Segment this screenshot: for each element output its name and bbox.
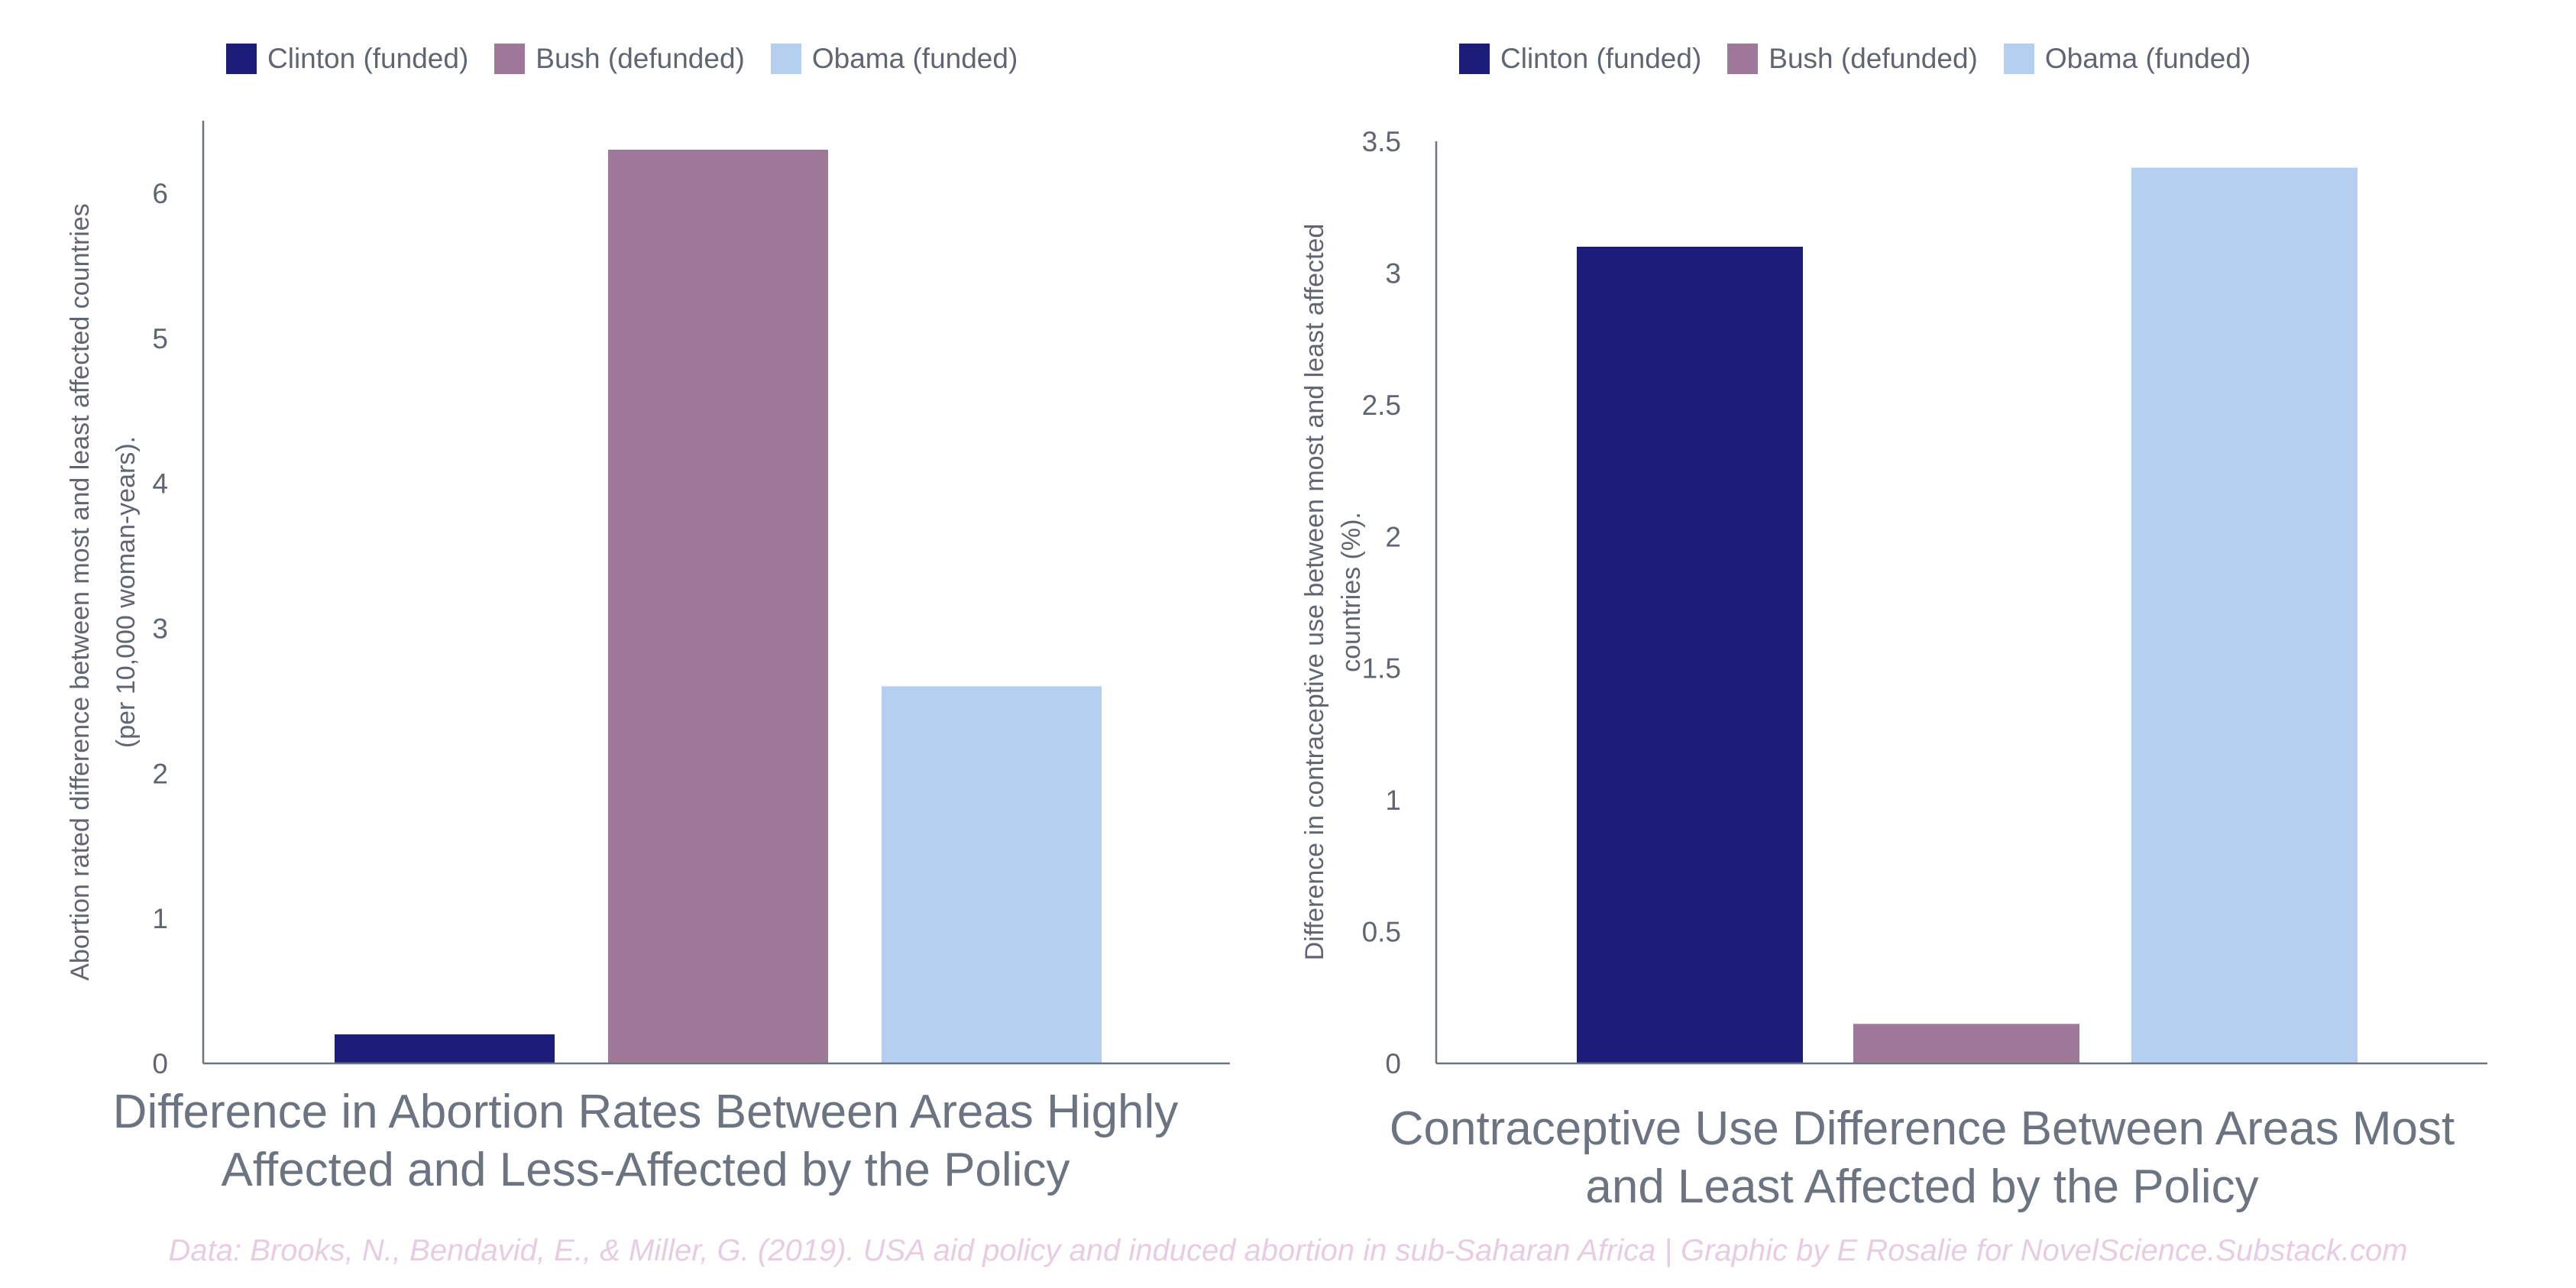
legend-item-obama: Obama (funded) — [770, 43, 1018, 75]
y-tick-label: 2.5 — [1362, 390, 1401, 421]
bar-clinton — [1577, 246, 1803, 1063]
legend-label-bush: Bush (defunded) — [536, 43, 745, 74]
chart-title-line-2: Affected and Less-Affected by the Policy — [221, 1144, 1070, 1196]
legend-item-clinton: Clinton (funded) — [1459, 43, 1701, 75]
chart-legend: Clinton (funded) Bush (defunded) Obama (… — [1459, 40, 2251, 78]
y-tick-label: 1 — [1385, 785, 1401, 816]
chart-panel-abortion: Clinton (funded) Bush (defunded) Obama (… — [31, 40, 1260, 1199]
bar-obama — [882, 686, 1102, 1063]
legend-swatch-obama — [2003, 44, 2034, 74]
y-tick-label: 2 — [1385, 521, 1401, 552]
bar-bush — [608, 149, 828, 1063]
y-tick-label: 5 — [152, 323, 168, 354]
bar-clinton — [335, 1034, 555, 1063]
legend-label-clinton: Clinton (funded) — [1500, 43, 1702, 74]
y-tick-label: 6 — [152, 178, 168, 209]
legend-swatch-bush — [494, 44, 526, 74]
legend-item-bush: Bush (defunded) — [1727, 43, 1978, 75]
chart-title-line-1: Difference in Abortion Rates Between Are… — [112, 1086, 1179, 1138]
bar-bush — [1853, 1024, 2079, 1063]
legend-item-bush: Bush (defunded) — [494, 43, 745, 75]
legend-item-clinton: Clinton (funded) — [226, 43, 468, 75]
chart-legend: Clinton (funded) Bush (defunded) Obama (… — [226, 40, 1018, 78]
y-axis-label-line-1: Difference in contraceptive use between … — [1300, 224, 1329, 961]
chart-panel-contraceptive: Clinton (funded) Bush (defunded) Obama (… — [1288, 0, 2576, 1288]
legend-swatch-obama — [770, 44, 801, 74]
legend-label-obama: Obama (funded) — [811, 43, 1018, 74]
chart-title-contraceptive: Contraceptive Use Difference Between Are… — [1303, 1100, 2541, 1216]
y-axis-label-line-2: countries (%). — [1337, 512, 1366, 672]
legend-label-clinton: Clinton (funded) — [267, 43, 469, 74]
y-tick-label: 1 — [152, 903, 168, 934]
source-credit-footer: Data: Brooks, N., Bendavid, E., & Miller… — [168, 1234, 2408, 1267]
contraceptive-bar-chart: 0 0.5 1 1.5 2 2.5 3 3.5 Difference in contracept… — [1300, 126, 2487, 1079]
legend-label-bush: Bush (defunded) — [1769, 43, 1978, 74]
y-tick-label: 2 — [152, 758, 168, 789]
legend-swatch-bush — [1727, 44, 1759, 74]
y-tick-label: 3 — [1385, 257, 1401, 289]
y-tick-label: 0 — [152, 1048, 168, 1079]
abortion-bar-chart: 0 1 2 3 4 5 6 Abortion rated difference between… — [66, 121, 1230, 1079]
legend-swatch-clinton — [1459, 44, 1490, 74]
y-tick-label: 0.5 — [1362, 917, 1401, 948]
chart-title-abortion: Difference in Abortion Rates Between Are… — [31, 1083, 1260, 1199]
chart-title-line-2: and Least Affected by the Policy — [1585, 1160, 2259, 1213]
y-tick-label: 1.5 — [1362, 653, 1401, 684]
y-axis-label-line-1: Abortion rated difference between most a… — [66, 203, 95, 981]
legend-swatch-clinton — [226, 44, 257, 74]
y-axis-label-line-2: (per 10,000 woman-years). — [112, 436, 141, 748]
legend-label-obama: Obama (funded) — [2044, 43, 2251, 74]
bar-obama — [2131, 167, 2358, 1063]
y-tick-label: 3 — [152, 613, 168, 644]
y-tick-label: 0 — [1385, 1048, 1401, 1079]
y-tick-label: 3.5 — [1362, 126, 1401, 157]
y-tick-label: 4 — [152, 468, 168, 500]
legend-item-obama: Obama (funded) — [2003, 43, 2251, 75]
chart-title-line-1: Contraceptive Use Difference Between Are… — [1389, 1102, 2455, 1155]
